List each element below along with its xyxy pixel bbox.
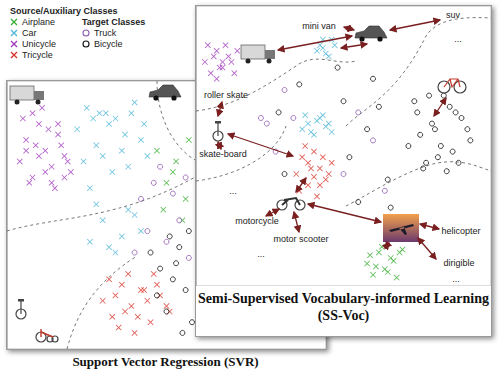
html-text:Unicycle: Unicycle bbox=[22, 39, 56, 49]
html-text:Source/Auxiliary Classes: Source/Auxiliary Classes bbox=[10, 6, 118, 16]
svg-text:...: ... bbox=[454, 34, 462, 44]
svg-text:...: ... bbox=[452, 274, 460, 284]
html-text:Airplane: Airplane bbox=[22, 17, 55, 27]
svg-text:skate-board: skate-board bbox=[199, 149, 247, 159]
html-text:Semi-Supervised Vocabulary-inf: Semi-Supervised Vocabulary-informed Lear… bbox=[198, 291, 489, 323]
svg-text:mini van: mini van bbox=[302, 21, 336, 31]
svg-text:roller skate: roller skate bbox=[204, 90, 248, 100]
html-text:Bicycle: Bicycle bbox=[94, 39, 123, 49]
svg-text:helicopter: helicopter bbox=[441, 226, 480, 236]
svg-text:dirigible: dirigible bbox=[443, 258, 474, 268]
html-text:Target Classes: Target Classes bbox=[82, 17, 146, 27]
html-text:Tricycle: Tricycle bbox=[22, 50, 53, 60]
html-text:Truck: Truck bbox=[94, 28, 117, 38]
svg-text:...: ... bbox=[229, 186, 237, 196]
svg-text:motor scooter: motor scooter bbox=[273, 234, 328, 244]
svg-text:motorcycle: motorcycle bbox=[235, 216, 279, 226]
svg-text:suv: suv bbox=[446, 10, 461, 20]
svg-text:...: ... bbox=[257, 249, 265, 259]
html-text:Car: Car bbox=[22, 28, 37, 38]
html-text:Support Vector Regression (SVR: Support Vector Regression (SVR) bbox=[72, 354, 259, 369]
